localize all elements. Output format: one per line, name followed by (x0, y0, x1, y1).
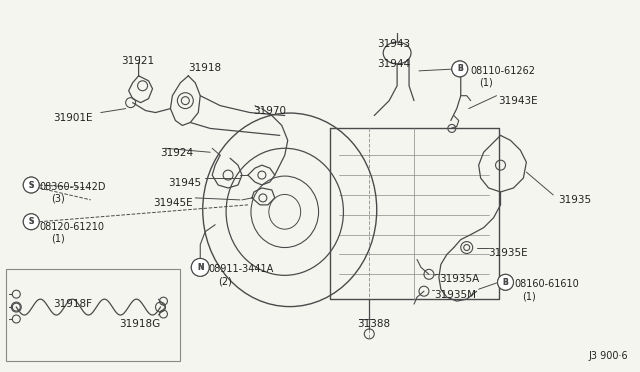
Circle shape (452, 61, 468, 77)
Text: S: S (29, 217, 34, 226)
Text: 31943: 31943 (377, 39, 410, 49)
Text: 31935E: 31935E (488, 247, 528, 257)
Text: B: B (502, 278, 508, 287)
Text: 08160-61610: 08160-61610 (515, 279, 579, 289)
Text: (2): (2) (218, 276, 232, 286)
Circle shape (23, 214, 39, 230)
Text: 31945E: 31945E (154, 198, 193, 208)
Text: 31918F: 31918F (53, 299, 92, 309)
Text: 08120-61210: 08120-61210 (39, 222, 104, 232)
Circle shape (497, 274, 513, 290)
Text: 31970: 31970 (253, 106, 286, 116)
Text: 31944: 31944 (377, 59, 410, 69)
Circle shape (23, 214, 39, 230)
Text: S: S (29, 217, 34, 226)
Text: B: B (457, 64, 463, 73)
Text: 31945: 31945 (168, 178, 202, 188)
Text: 31935M: 31935M (434, 290, 476, 300)
Text: (1): (1) (51, 234, 65, 244)
Text: S: S (29, 180, 34, 189)
Text: 31388: 31388 (357, 319, 390, 329)
Text: N: N (197, 263, 204, 272)
Text: 31921: 31921 (121, 56, 154, 66)
Circle shape (23, 177, 39, 193)
Text: 31935: 31935 (558, 195, 591, 205)
Text: 31943E: 31943E (499, 96, 538, 106)
Text: B: B (502, 278, 508, 287)
Text: 31935A: 31935A (439, 274, 479, 284)
Circle shape (191, 259, 209, 276)
Text: B: B (457, 64, 463, 73)
Text: 31918G: 31918G (118, 319, 160, 329)
Circle shape (191, 259, 209, 276)
Text: J3 900·6: J3 900·6 (588, 351, 628, 361)
Text: (1): (1) (479, 78, 492, 88)
Circle shape (452, 61, 468, 77)
Text: S: S (29, 180, 34, 189)
Text: (3): (3) (51, 194, 65, 204)
Text: N: N (197, 263, 204, 272)
Text: 08110-61262: 08110-61262 (470, 66, 536, 76)
Text: 08911-3441A: 08911-3441A (208, 264, 273, 275)
Text: 31901E: 31901E (53, 113, 93, 122)
Text: 31924: 31924 (161, 148, 194, 158)
Text: 31918: 31918 (188, 63, 221, 73)
Bar (6, 269, 180, 361)
Text: 08360-5142D: 08360-5142D (39, 182, 106, 192)
Circle shape (23, 177, 39, 193)
Text: (1): (1) (522, 291, 536, 301)
Circle shape (497, 274, 513, 290)
